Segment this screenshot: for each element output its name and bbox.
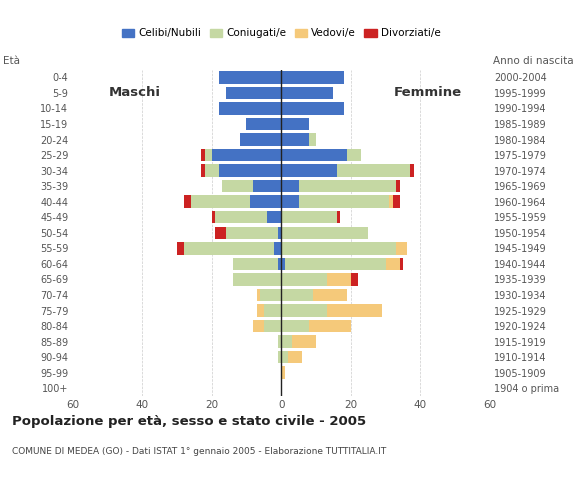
Bar bbox=[233, 273, 281, 286]
Bar bbox=[396, 180, 400, 192]
Bar bbox=[257, 304, 264, 317]
Bar bbox=[337, 211, 340, 224]
Bar bbox=[281, 133, 309, 146]
Bar bbox=[309, 320, 351, 332]
Bar bbox=[177, 242, 184, 254]
Bar bbox=[215, 227, 226, 239]
Bar bbox=[327, 304, 382, 317]
Bar bbox=[246, 118, 281, 130]
Bar bbox=[309, 133, 316, 146]
Bar bbox=[274, 242, 281, 254]
Bar bbox=[281, 351, 288, 363]
Bar bbox=[201, 165, 205, 177]
Bar bbox=[205, 165, 219, 177]
Bar bbox=[253, 320, 264, 332]
Bar bbox=[240, 133, 281, 146]
Bar bbox=[313, 289, 347, 301]
Bar bbox=[278, 258, 281, 270]
Bar bbox=[281, 102, 344, 115]
Bar bbox=[281, 227, 368, 239]
Bar bbox=[285, 258, 386, 270]
Bar bbox=[278, 336, 281, 348]
Bar bbox=[410, 165, 414, 177]
Bar bbox=[281, 118, 309, 130]
Bar bbox=[281, 289, 313, 301]
Bar bbox=[264, 320, 281, 332]
Bar bbox=[281, 71, 344, 84]
Bar bbox=[288, 351, 302, 363]
Bar bbox=[278, 227, 281, 239]
Bar bbox=[351, 273, 358, 286]
Bar bbox=[233, 258, 278, 270]
Bar bbox=[389, 195, 393, 208]
Bar bbox=[264, 304, 281, 317]
Bar bbox=[281, 211, 337, 224]
Bar bbox=[219, 165, 281, 177]
Bar bbox=[281, 258, 285, 270]
Text: Femmine: Femmine bbox=[393, 86, 462, 99]
Bar bbox=[212, 211, 215, 224]
Bar bbox=[215, 211, 267, 224]
Bar bbox=[212, 149, 281, 161]
Text: Maschi: Maschi bbox=[109, 86, 161, 99]
Bar bbox=[281, 304, 327, 317]
Bar bbox=[386, 258, 400, 270]
Bar bbox=[337, 165, 410, 177]
Bar bbox=[299, 195, 389, 208]
Bar bbox=[267, 211, 281, 224]
Bar bbox=[281, 336, 292, 348]
Bar bbox=[226, 227, 278, 239]
Bar bbox=[281, 366, 285, 379]
Bar bbox=[292, 336, 316, 348]
Bar bbox=[191, 195, 250, 208]
Bar bbox=[281, 242, 396, 254]
Bar bbox=[205, 149, 212, 161]
Bar bbox=[184, 195, 191, 208]
Bar bbox=[219, 71, 281, 84]
Bar bbox=[222, 180, 253, 192]
Bar bbox=[278, 351, 281, 363]
Bar bbox=[281, 87, 334, 99]
Bar bbox=[281, 273, 327, 286]
Legend: Celibi/Nubili, Coniugati/e, Vedovi/e, Divorziati/e: Celibi/Nubili, Coniugati/e, Vedovi/e, Di… bbox=[118, 24, 445, 43]
Bar bbox=[400, 258, 403, 270]
Text: Popolazione per età, sesso e stato civile - 2005: Popolazione per età, sesso e stato civil… bbox=[12, 415, 366, 428]
Text: COMUNE DI MEDEA (GO) - Dati ISTAT 1° gennaio 2005 - Elaborazione TUTTITALIA.IT: COMUNE DI MEDEA (GO) - Dati ISTAT 1° gen… bbox=[12, 447, 386, 456]
Bar bbox=[281, 165, 337, 177]
Bar bbox=[393, 195, 400, 208]
Bar bbox=[260, 289, 281, 301]
Bar bbox=[396, 242, 407, 254]
Bar bbox=[219, 102, 281, 115]
Bar bbox=[281, 180, 299, 192]
Bar bbox=[299, 180, 396, 192]
Bar bbox=[347, 149, 361, 161]
Bar bbox=[281, 149, 347, 161]
Bar bbox=[257, 289, 260, 301]
Text: Età: Età bbox=[3, 56, 20, 66]
Bar bbox=[253, 180, 281, 192]
Bar bbox=[226, 87, 281, 99]
Bar bbox=[250, 195, 281, 208]
Bar bbox=[201, 149, 205, 161]
Bar bbox=[281, 320, 309, 332]
Bar bbox=[327, 273, 351, 286]
Text: Anno di nascita: Anno di nascita bbox=[493, 56, 574, 66]
Bar bbox=[281, 195, 299, 208]
Bar bbox=[184, 242, 274, 254]
